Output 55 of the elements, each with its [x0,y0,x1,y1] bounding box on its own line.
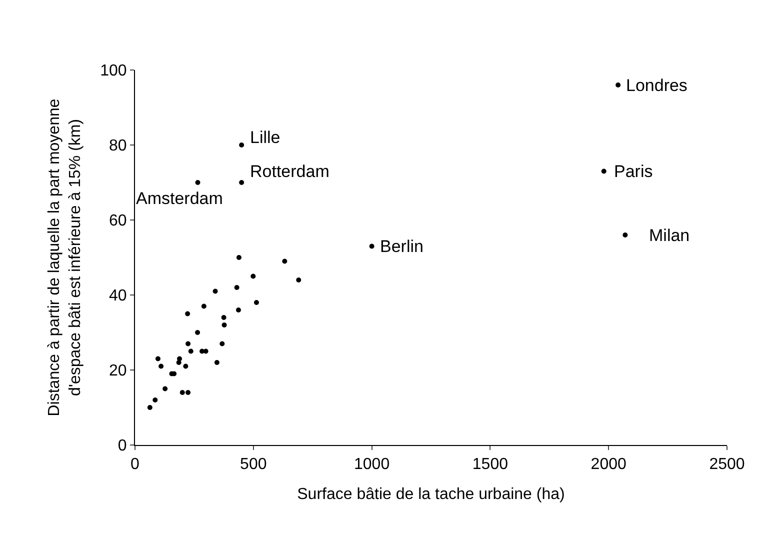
y-tick-label: 0 [118,438,127,455]
point [239,142,244,148]
point [147,405,152,410]
point [214,360,220,365]
x-tick-label: 0 [130,456,140,474]
y-axis-title: Distance à partir de laquelle la part moyenne d'espace bâti est inférieure à 15% (km) [46,98,84,416]
annotation: Rotterdam [250,162,330,181]
point [236,255,242,260]
annotation: Berlin [380,237,424,256]
point [162,386,168,392]
y-tick-label: 60 [109,212,127,230]
annotation: Milan [649,226,690,245]
point [212,288,218,294]
point [254,300,259,305]
point [201,304,206,309]
annotation: Londres [626,76,688,95]
point [186,341,191,346]
point [622,232,628,238]
point [195,330,200,335]
point [180,390,185,395]
point [282,258,288,264]
y-tick-label: 40 [109,288,127,305]
point [369,244,374,249]
point [296,278,302,282]
point [221,315,226,320]
point [234,285,240,290]
x-tick-label: 500 [240,456,267,474]
point [203,348,208,354]
point [222,322,227,328]
point [176,360,182,365]
y-tick-label: 80 [109,138,127,155]
point [195,180,200,185]
point [155,356,160,362]
y-tick-label: 100 [100,62,127,80]
x-tick-label: 2500 [709,456,745,474]
point [601,168,606,174]
annotation: Amsterdam [136,189,223,208]
y-tick-label: 20 [109,362,127,380]
x-tick-label: 2000 [590,456,626,474]
point [185,311,190,316]
point [183,364,188,369]
point [152,398,158,402]
point [616,82,621,88]
point [220,341,225,346]
point [239,180,244,185]
point [236,308,241,312]
point [188,348,194,354]
x-tick-label: 1500 [472,456,508,474]
annotation: Paris [614,162,653,181]
x-axis-title: Surface bâtie de la tache urbaine (ha) [297,486,565,503]
point [186,390,191,395]
x-tick-label: 1000 [354,456,390,474]
point [158,364,164,369]
point [250,274,256,279]
annotation: Lille [250,128,280,147]
